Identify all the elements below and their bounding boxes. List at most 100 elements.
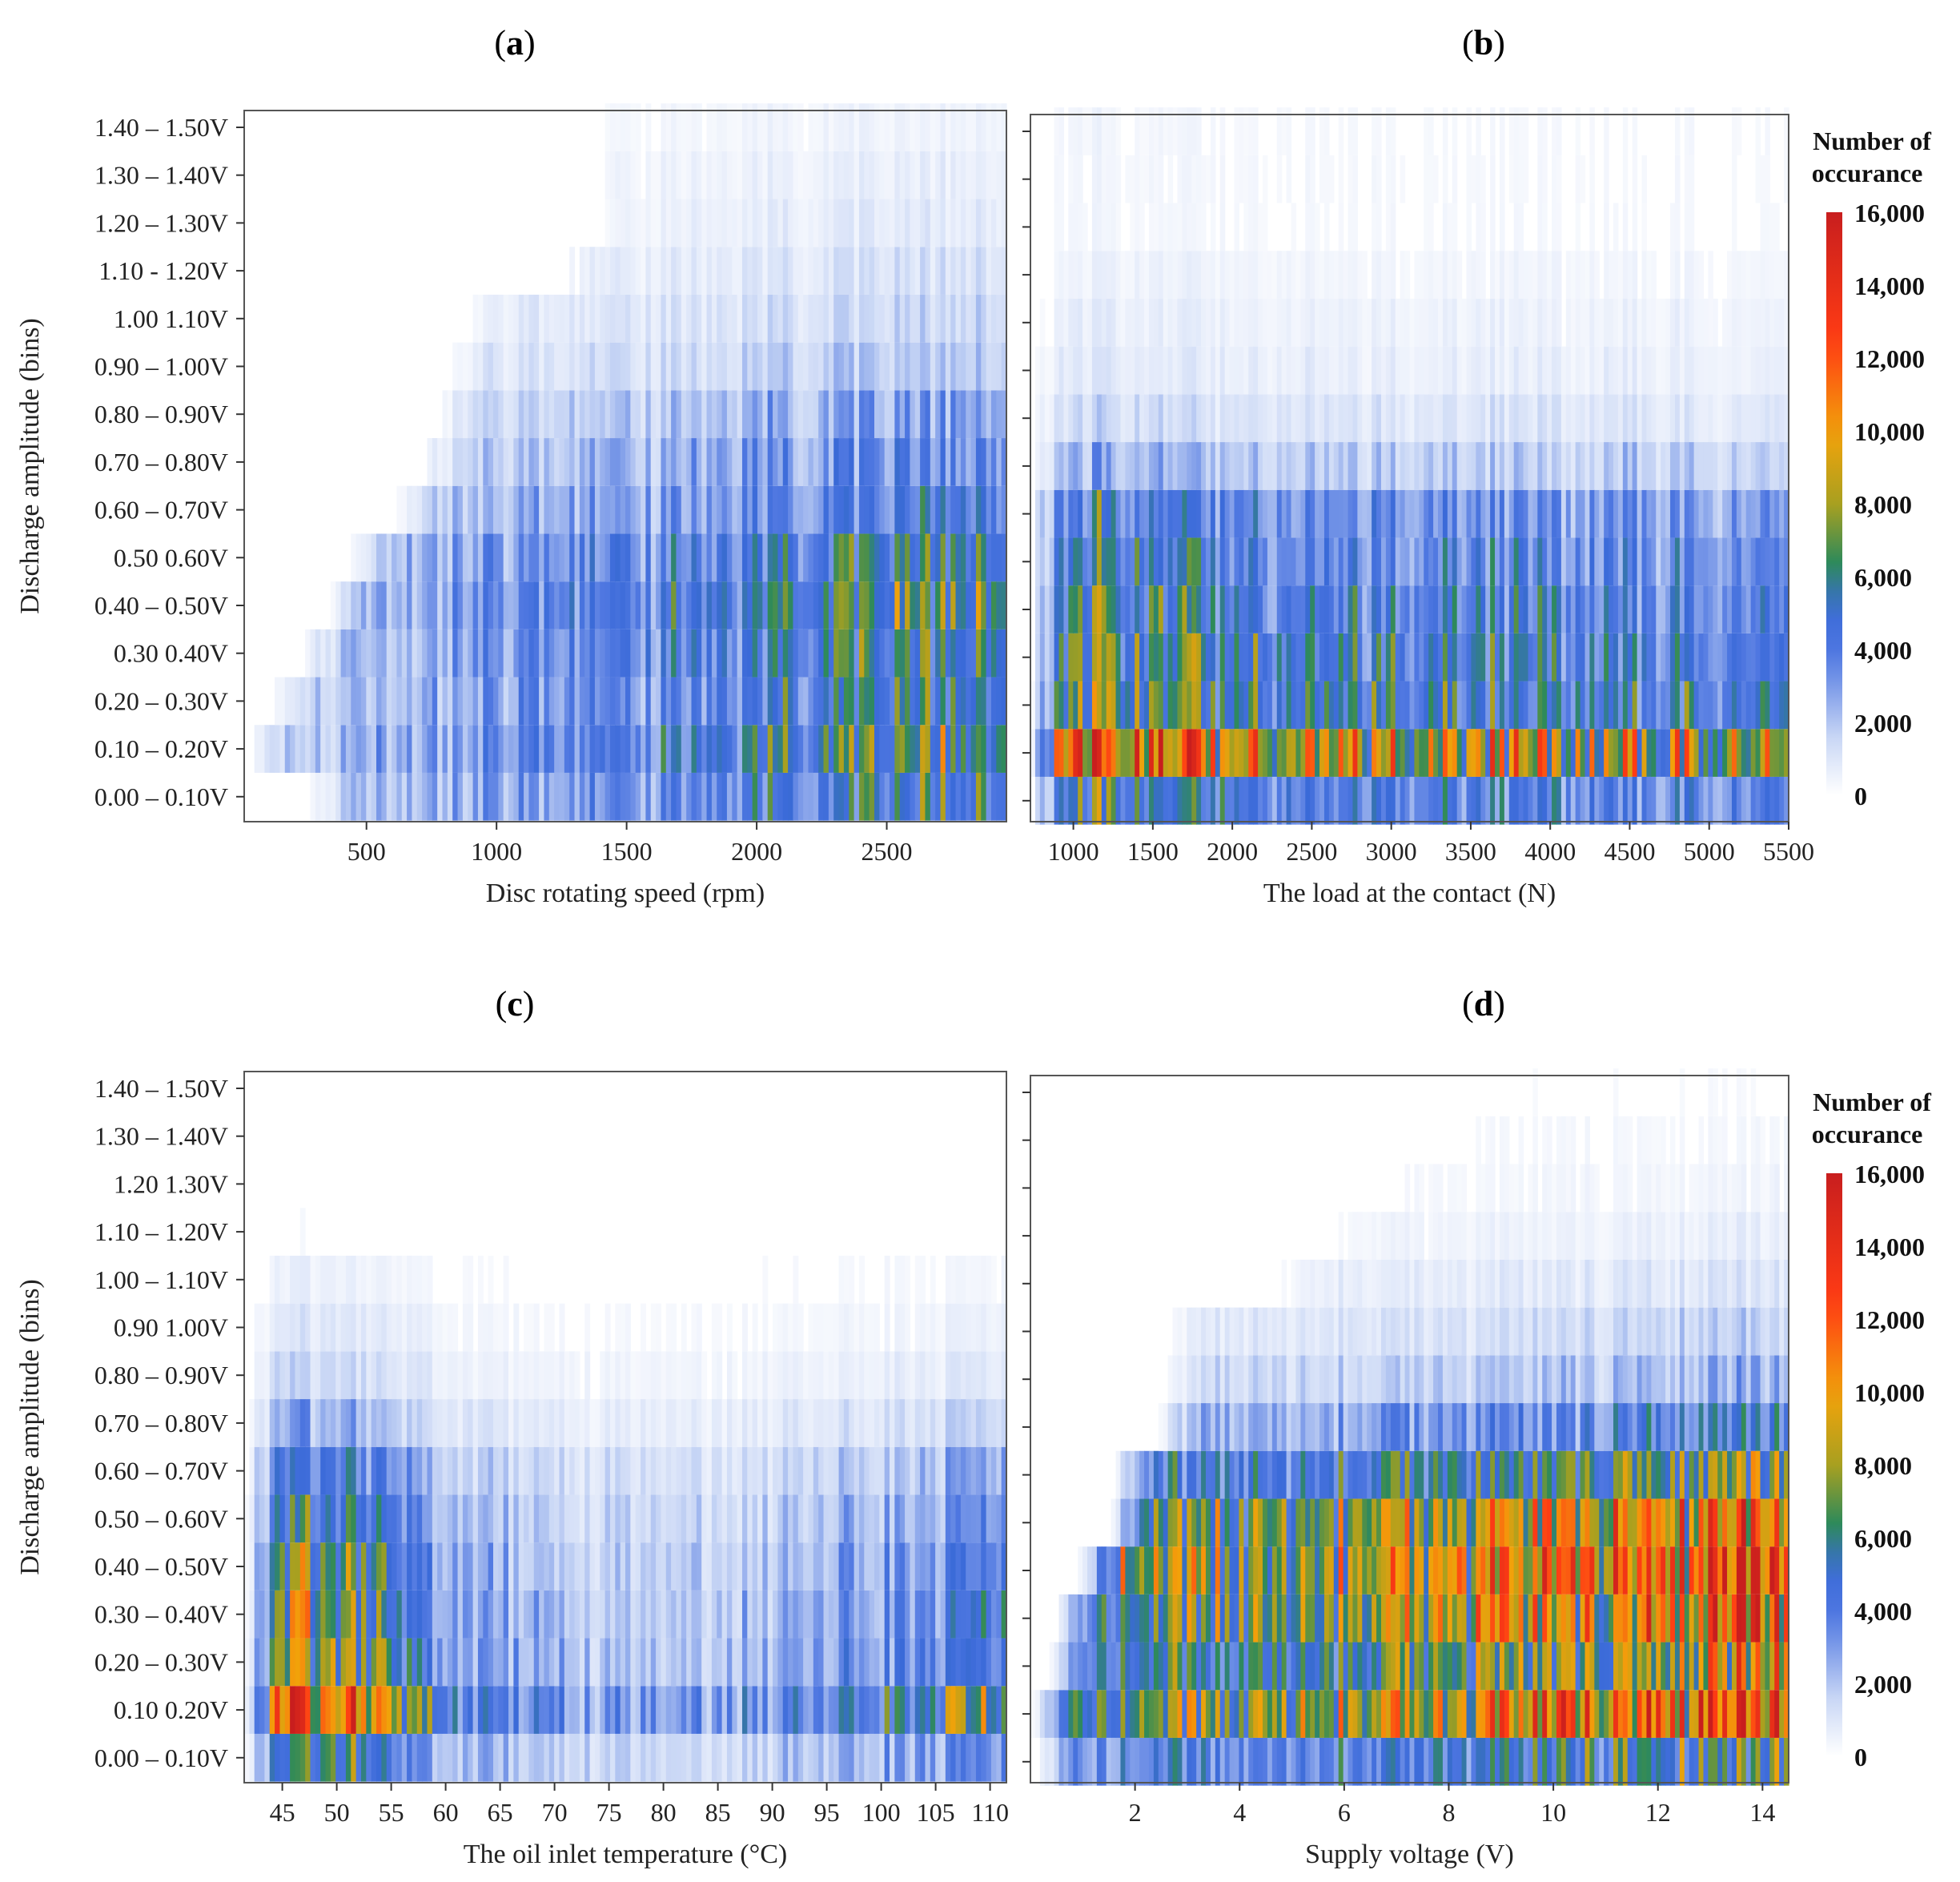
heatmap-cell [762,533,769,582]
heatmap-cell [1229,489,1235,538]
heatmap-cell [986,342,992,391]
heatmap-cell [1286,537,1292,586]
heatmap-cell [1338,251,1344,299]
heatmap-cell [1135,537,1140,586]
heatmap-cell [508,1638,514,1687]
heatmap-cell [874,294,880,343]
heatmap-cell [894,199,901,247]
heatmap-cell [1310,203,1315,251]
heatmap-cell [320,1351,327,1400]
heatmap-cell [945,247,951,295]
heatmap-cell [488,533,494,582]
heatmap-cell [275,1542,281,1590]
heatmap-cell [422,1638,428,1687]
heatmap-cell [1343,298,1349,347]
heatmap-cell [584,581,591,629]
heatmap-cell [1253,203,1259,251]
heatmap-cell [701,533,708,582]
heatmap-cell [1452,729,1458,777]
heatmap-cell [1058,681,1065,730]
heatmap-cell [1068,203,1074,251]
heatmap-cell [1395,346,1401,395]
heatmap-cell [676,390,682,439]
heatmap-cell [767,1733,773,1782]
heatmap-cell [371,1590,377,1639]
heatmap-cell [492,1446,499,1495]
heatmap-cell [1703,537,1709,586]
heatmap-cell [661,677,667,726]
heatmap-cell [412,629,418,678]
heatmap-cell [604,1351,611,1400]
heatmap-cell [1684,394,1690,443]
heatmap-cell [945,390,951,439]
heatmap-cell [422,677,428,726]
heatmap-cell [1552,107,1557,155]
heatmap-cell [513,438,520,486]
heatmap-cell [656,1303,662,1352]
heatmap-cell [1352,489,1358,538]
heatmap-cell [701,342,708,391]
heatmap-cell [818,1638,825,1687]
heatmap-cell [686,533,693,582]
heatmap-cell [392,1446,397,1495]
heatmap-cell [1513,681,1520,730]
heatmap-cell [721,1542,728,1590]
heatmap-cell [1323,155,1330,203]
heatmap-cell [1295,776,1301,825]
heatmap-cell [858,294,865,343]
heatmap-cell [1476,776,1481,825]
heatmap-cell [335,1303,342,1352]
heatmap-cell [1661,537,1666,586]
heatmap-cell [609,390,616,439]
heatmap-cell [1589,298,1595,347]
heatmap-cell [1547,776,1552,825]
heatmap-cell [355,1255,362,1304]
heatmap-cell [701,677,708,726]
heatmap-cell [671,294,677,343]
heatmap-cell [1276,346,1283,395]
heatmap-cell [1357,537,1363,586]
heatmap-cell [1191,251,1197,299]
heatmap-cell [1239,442,1244,490]
heatmap-cell [396,1494,403,1543]
heatmap-cell [1215,681,1221,730]
heatmap-cell [1532,298,1538,347]
heatmap-cell [477,1590,484,1639]
heatmap-cell [1504,394,1510,443]
heatmap-cell [1428,537,1434,586]
heatmap-cell [594,1399,600,1447]
heatmap-cell [1523,298,1529,347]
heatmap-cell [960,199,966,247]
heatmap-cell [1552,155,1557,203]
heatmap-cell [477,533,484,582]
heatmap-cell [1291,585,1297,633]
heatmap-cell [325,629,331,678]
heatmap-cell [1163,585,1169,633]
heatmap-cell [503,581,509,629]
heatmap-cell [1286,776,1292,825]
heatmap-cell [1210,585,1216,633]
heatmap-cell [671,581,677,629]
heatmap-cell [879,294,886,343]
heatmap-cell [1508,681,1515,730]
heatmap-cell [1130,203,1135,251]
heatmap-cell [686,390,693,439]
heatmap-cell [1215,298,1221,347]
heatmap-cell [528,1542,535,1590]
heatmap-cell [823,629,829,678]
heatmap-cell [284,1638,291,1687]
heatmap-cell [1641,681,1648,730]
heatmap-cell [539,1686,545,1734]
heatmap-cell [503,533,509,582]
heatmap-cell [833,1638,840,1687]
heatmap-cell [513,1686,520,1734]
heatmap-cell [1087,107,1093,155]
heatmap-cell [1271,776,1278,825]
heatmap-cell [1182,251,1187,299]
heatmap-cell [1187,442,1192,490]
heatmap-cell [416,1399,423,1447]
heatmap-cell [1201,681,1207,730]
heatmap-cell [1271,681,1278,730]
heatmap-cell [1580,729,1586,777]
heatmap-cell [741,629,748,678]
